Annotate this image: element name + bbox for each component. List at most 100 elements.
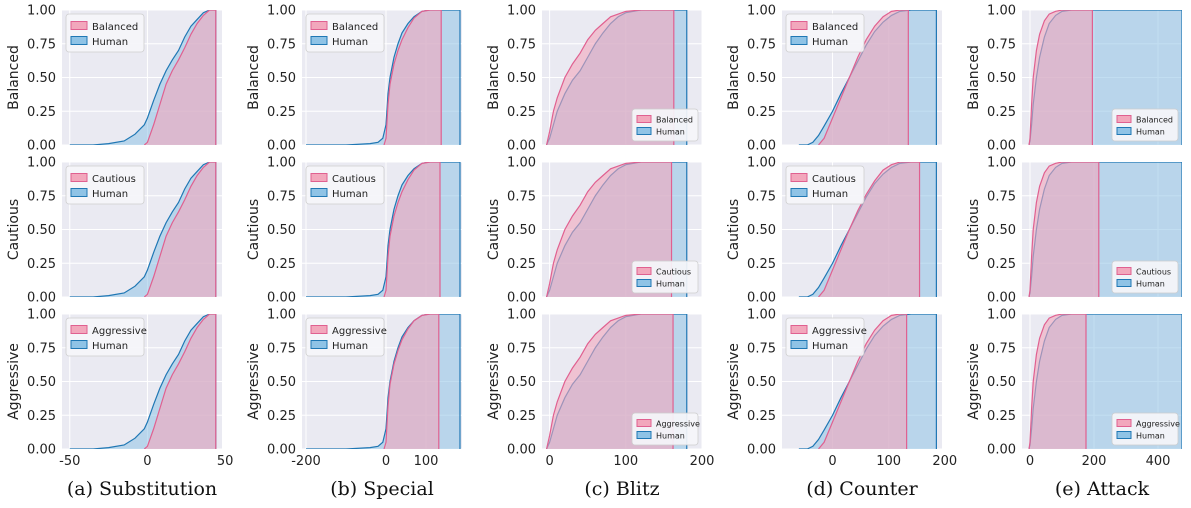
legend-label: Human [92, 189, 128, 200]
y-tick-label: 0.75 [27, 37, 56, 52]
y-tick-label: 0.50 [987, 223, 1016, 238]
legend-swatch-human [70, 188, 88, 197]
y-tick-label: 0.25 [507, 105, 536, 120]
y-tick-label: 0.50 [267, 375, 296, 390]
human-line [306, 162, 461, 297]
human-line [306, 314, 461, 449]
y-tick-label: 1.00 [987, 156, 1016, 171]
panel-2-1: 0.00 0.25 0.50 0.75 1.00 Cautious Cautious Huma… [486, 156, 703, 306]
policy-line [1028, 162, 1100, 297]
legend-swatch-policy [790, 325, 808, 334]
legend-label: Human [332, 37, 368, 48]
y-tick-label: 0.00 [507, 291, 536, 306]
x-tick-label: -200 [291, 454, 321, 469]
legend: Cautious Human [785, 165, 865, 205]
legend: Aggressive Human [785, 317, 867, 357]
legend-swatch-human [790, 340, 808, 349]
legend: Balanced Human [65, 13, 145, 53]
y-axis-label: Aggressive [246, 343, 262, 420]
legend: Balanced Human [785, 13, 865, 53]
policy-line [1028, 314, 1087, 449]
legend-swatch-human [310, 340, 328, 349]
legend-label: Cautious [332, 174, 376, 185]
y-tick-label: 1.00 [27, 156, 56, 171]
legend-swatch-policy [1116, 419, 1132, 427]
legend-swatch-policy [1116, 115, 1132, 123]
legend: Cautious Human [305, 165, 385, 205]
policy-area [144, 10, 216, 145]
y-tick-label: 0.75 [27, 189, 56, 204]
y-tick-label: 0.50 [507, 71, 536, 86]
x-tick-label: -50 [59, 454, 80, 469]
y-tick-label: 0.00 [507, 443, 536, 458]
panel-0-1: 0.00 0.25 0.50 0.75 1.00 Cautious Cautious Huma… [6, 156, 226, 306]
legend-label: Aggressive [1136, 420, 1180, 429]
legend: Balanced Human [631, 108, 699, 142]
y-axis-label: Aggressive [6, 343, 22, 420]
y-axis-label: Cautious [726, 199, 742, 260]
legend-swatch-policy [1116, 267, 1132, 275]
human-line [69, 10, 217, 145]
y-tick-label: 1.00 [267, 4, 296, 19]
legend: Aggressive Human [305, 317, 387, 357]
y-tick-label: 0.00 [747, 291, 776, 306]
y-axis-label: Balanced [246, 45, 262, 110]
legend: Cautious Human [65, 165, 145, 205]
legend: Aggressive Human [631, 412, 700, 446]
policy-line [545, 314, 674, 449]
panel-3-0: 0.00 0.25 0.50 0.75 1.00 Balanced Balanced Huma… [726, 4, 946, 154]
policy-area [1029, 162, 1099, 297]
legend-label: Cautious [1136, 268, 1171, 277]
subfigure-caption: (b) Special [330, 478, 434, 500]
y-tick-label: 1.00 [27, 308, 56, 323]
y-tick-label: 0.25 [987, 257, 1016, 272]
panel-4-1: 0.00 0.25 0.50 0.75 1.00 Cautious Cautious Huma… [966, 156, 1182, 306]
y-axis-label: Balanced [486, 45, 502, 110]
y-tick-label: 0.00 [27, 291, 56, 306]
legend-label: Human [332, 341, 368, 352]
panel-2-0: 0.00 0.25 0.50 0.75 1.00 Balanced Balanced Huma… [486, 4, 703, 154]
y-tick-label: 0.50 [267, 223, 296, 238]
y-tick-label: 0.75 [987, 189, 1016, 204]
y-tick-label: 0.00 [27, 443, 56, 458]
x-tick-label: 200 [1082, 454, 1107, 469]
x-tick-label: 0 [1026, 454, 1034, 469]
panel-4-2: 0.000.250.500.751.000 200 400AggressiveAgg… [966, 308, 1182, 469]
legend: Cautious Human [1111, 260, 1179, 294]
y-tick-label: 0.50 [987, 71, 1016, 86]
y-tick-label: 0.00 [267, 291, 296, 306]
y-tick-label: 0.75 [267, 189, 296, 204]
x-tick-label: 200 [932, 454, 957, 469]
legend-swatch-policy [70, 21, 88, 30]
subfigure-caption: (e) Attack [1055, 478, 1150, 500]
y-tick-label: 1.00 [507, 308, 536, 323]
legend-label: Aggressive [812, 326, 867, 337]
legend-label: Aggressive [92, 326, 147, 337]
y-tick-label: 0.25 [987, 105, 1016, 120]
legend-swatch-human [310, 36, 328, 45]
panel-3-2: 0.000.250.500.751.000 100 200AggressiveAgg… [726, 308, 957, 470]
policy-area [384, 10, 442, 145]
legend-label: Cautious [656, 268, 691, 277]
legend-label: Balanced [656, 116, 693, 125]
policy-line [545, 10, 675, 145]
panel-0-2: 0.000.250.500.751.00-50 0 50AggressiveAggr… [6, 308, 233, 470]
legend-label: Human [812, 189, 848, 200]
y-tick-label: 0.50 [747, 375, 776, 390]
y-tick-label: 0.50 [27, 71, 56, 86]
policy-line [383, 314, 440, 449]
y-tick-label: 1.00 [987, 308, 1016, 323]
legend-swatch-human [790, 36, 808, 45]
policy-area [144, 162, 216, 297]
y-tick-label: 0.25 [267, 105, 296, 120]
x-tick-label: 100 [414, 454, 439, 469]
y-tick-label: 0.75 [267, 341, 296, 356]
policy-area [384, 314, 439, 449]
legend: Balanced Human [305, 13, 385, 53]
legend-label: Human [92, 37, 128, 48]
legend-swatch-policy [310, 173, 328, 182]
legend-swatch-policy [636, 115, 652, 123]
policy-area [144, 314, 216, 449]
panel-1-0: 0.00 0.25 0.50 0.75 1.00 Balanced Balanced Huma… [246, 4, 462, 154]
legend-label: Human [656, 432, 685, 441]
